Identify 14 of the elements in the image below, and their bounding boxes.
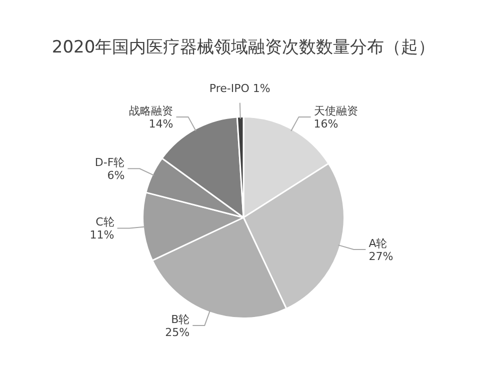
slice-label: C轮 (96, 216, 114, 229)
data-label: 27% (368, 250, 394, 263)
data-label: 11% (90, 228, 114, 242)
slice-label: 天使融资 (314, 104, 358, 118)
slice-label: B轮 (171, 312, 190, 326)
data-label: 14% (148, 117, 174, 130)
slice-label: D-F轮 (94, 156, 125, 169)
slice-label: 战略融资 (129, 104, 174, 118)
slice-label: A轮 (368, 236, 388, 250)
data-label: 6% (107, 169, 125, 182)
slice-label: Pre-IPO 1% (209, 82, 270, 96)
chart-title: 2020年国内医疗器械领域融资次数数量分布（起） (52, 37, 436, 58)
data-label: 16% (314, 117, 338, 130)
data-label: 25% (165, 326, 190, 339)
